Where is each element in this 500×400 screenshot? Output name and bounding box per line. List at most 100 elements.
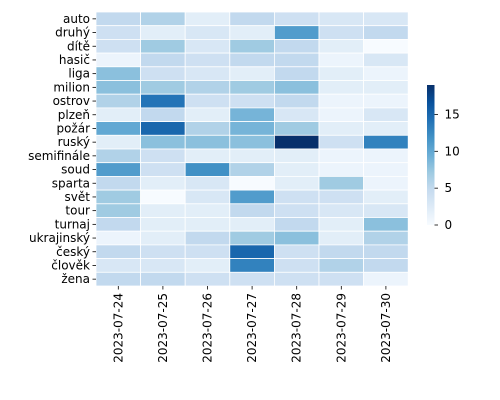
heatmap-cell-cesky-2023-07-27 — [229, 244, 275, 259]
heatmap-cell-svet-2023-07-25 — [140, 189, 186, 205]
heatmap-cell-ostrov-2023-07-29 — [318, 93, 364, 109]
heatmap-cells — [95, 11, 409, 287]
heatmap-cell-ostrov-2023-07-24 — [95, 93, 141, 109]
x-tick-label-2023-07-30: 2023-07-30 — [379, 293, 393, 363]
heatmap-cell-ukrajinsky-2023-07-24 — [95, 230, 141, 246]
heatmap-cell-dite-2023-07-25 — [140, 39, 186, 54]
heatmap-cell-semifinale-2023-07-26 — [184, 148, 231, 164]
heatmap-cell-milion-2023-07-30 — [363, 80, 409, 95]
heatmap-cell-rusky-2023-07-25 — [140, 134, 186, 150]
heatmap-cell-zena-2023-07-25 — [140, 271, 186, 287]
heatmap-cell-cesky-2023-07-28 — [273, 244, 320, 259]
heatmap-cell-hasic-2023-07-27 — [229, 52, 275, 68]
heatmap-cell-turnaj-2023-07-27 — [229, 217, 275, 232]
heatmap-cell-cesky-2023-07-24 — [95, 244, 141, 259]
heatmap-cell-tour-2023-07-25 — [140, 203, 186, 218]
heatmap-cell-turnaj-2023-07-26 — [184, 217, 231, 232]
y-tick-label-dite: dítě — [67, 39, 90, 53]
heatmap-cell-rusky-2023-07-27 — [229, 134, 275, 150]
heatmap-cell-liga-2023-07-25 — [140, 66, 186, 81]
heatmap-cell-clovek-2023-07-29 — [318, 258, 364, 273]
heatmap-cell-turnaj-2023-07-29 — [318, 217, 364, 232]
heatmap-cell-semifinale-2023-07-28 — [273, 148, 320, 164]
colorbar-tick-label-15: 15 — [445, 107, 460, 121]
heatmap-cell-plzen-2023-07-30 — [363, 107, 409, 123]
y-tick-label-milion: milion — [53, 80, 90, 94]
heatmap-cell-hasic-2023-07-24 — [95, 52, 141, 68]
heatmap-cell-dite-2023-07-29 — [318, 39, 364, 54]
heatmap-cell-sparta-2023-07-24 — [95, 175, 141, 191]
heatmap-cell-sparta-2023-07-28 — [273, 175, 320, 191]
heatmap-cell-ukrajinsky-2023-07-26 — [184, 230, 231, 246]
heatmap-cell-tour-2023-07-30 — [363, 203, 409, 218]
heatmap-cell-svet-2023-07-27 — [229, 189, 275, 205]
heatmap-cell-rusky-2023-07-26 — [184, 134, 231, 150]
heatmap-cell-soud-2023-07-25 — [140, 162, 186, 177]
heatmap-cell-plzen-2023-07-26 — [184, 107, 231, 123]
y-tick-label-tour: tour — [65, 204, 90, 218]
y-tick-label-turnaj: turnaj — [55, 217, 90, 231]
heatmap-cell-semifinale-2023-07-27 — [229, 148, 275, 164]
heatmap-cell-pozar-2023-07-28 — [273, 121, 320, 136]
y-tick-label-clovek: člověk — [51, 258, 90, 272]
heatmap-cell-semifinale-2023-07-30 — [363, 148, 409, 164]
heatmap-cell-dite-2023-07-26 — [184, 39, 231, 54]
heatmap-cell-druhy-2023-07-26 — [184, 25, 231, 40]
y-tick-label-druhy: druhý — [55, 26, 90, 40]
heatmap-cell-liga-2023-07-27 — [229, 66, 275, 81]
heatmap-cell-tour-2023-07-27 — [229, 203, 275, 218]
heatmap-cell-sparta-2023-07-29 — [318, 175, 364, 191]
x-tick-label-2023-07-25: 2023-07-25 — [156, 293, 170, 363]
heatmap-cell-sparta-2023-07-27 — [229, 175, 275, 191]
colorbar-gradient — [427, 85, 435, 225]
heatmap-cell-zena-2023-07-30 — [363, 271, 409, 287]
heatmap-cell-auto-2023-07-29 — [318, 11, 364, 27]
heatmap-cell-tour-2023-07-28 — [273, 203, 320, 218]
heatmap-cell-clovek-2023-07-24 — [95, 258, 141, 273]
heatmap-cell-ukrajinsky-2023-07-28 — [273, 230, 320, 246]
heatmap-cell-rusky-2023-07-30 — [363, 134, 409, 150]
heatmap-cell-turnaj-2023-07-30 — [363, 217, 409, 232]
heatmap-cell-plzen-2023-07-28 — [273, 107, 320, 123]
x-tick-label-2023-07-26: 2023-07-26 — [201, 293, 215, 363]
heatmap-cell-druhy-2023-07-29 — [318, 25, 364, 40]
heatmap-cell-svet-2023-07-29 — [318, 189, 364, 205]
heatmap-cell-svet-2023-07-30 — [363, 189, 409, 205]
heatmap-cell-sparta-2023-07-25 — [140, 175, 186, 191]
heatmap-cell-semifinale-2023-07-25 — [140, 148, 186, 164]
heatmap-cell-cesky-2023-07-25 — [140, 244, 186, 259]
y-tick-label-liga: liga — [68, 67, 90, 81]
heatmap-cell-pozar-2023-07-29 — [318, 121, 364, 136]
heatmap-cell-turnaj-2023-07-25 — [140, 217, 186, 232]
y-tick-label-auto: auto — [63, 12, 90, 26]
colorbar-tick-label-0: 0 — [445, 218, 453, 232]
heatmap-cell-cesky-2023-07-26 — [184, 244, 231, 259]
heatmap-cell-rusky-2023-07-28 — [273, 134, 320, 150]
heatmap-cell-milion-2023-07-28 — [273, 80, 320, 95]
y-tick-label-semifinale: semifinále — [28, 149, 90, 163]
heatmap-cell-milion-2023-07-29 — [318, 80, 364, 95]
heatmap-cell-druhy-2023-07-24 — [95, 25, 141, 40]
y-tick-label-cesky: český — [56, 245, 90, 259]
x-tick-label-2023-07-24: 2023-07-24 — [111, 293, 125, 363]
heatmap-cell-clovek-2023-07-25 — [140, 258, 186, 273]
heatmap-cell-auto-2023-07-27 — [229, 11, 275, 27]
heatmap-cell-cesky-2023-07-30 — [363, 244, 409, 259]
heatmap-cell-druhy-2023-07-28 — [273, 25, 320, 40]
heatmap-cell-semifinale-2023-07-29 — [318, 148, 364, 164]
heatmap-cell-dite-2023-07-30 — [363, 39, 409, 54]
heatmap-cell-tour-2023-07-29 — [318, 203, 364, 218]
heatmap-cell-svet-2023-07-24 — [95, 189, 141, 205]
heatmap-cell-hasic-2023-07-29 — [318, 52, 364, 68]
heatmap-cell-hasic-2023-07-26 — [184, 52, 231, 68]
y-axis-labels: autodruhýdítěhasičligamilionostrovplzeňp… — [28, 12, 96, 286]
colorbar: 0 5 10 15 — [427, 85, 460, 232]
heatmap-cell-dite-2023-07-27 — [229, 39, 275, 54]
heatmap-cell-svet-2023-07-28 — [273, 189, 320, 205]
heatmap-cell-turnaj-2023-07-24 — [95, 217, 141, 232]
heatmap-cell-hasic-2023-07-25 — [140, 52, 186, 68]
heatmap-cell-clovek-2023-07-27 — [229, 258, 275, 273]
heatmap-cell-pozar-2023-07-25 — [140, 121, 186, 136]
y-tick-label-soud: soud — [61, 163, 90, 177]
